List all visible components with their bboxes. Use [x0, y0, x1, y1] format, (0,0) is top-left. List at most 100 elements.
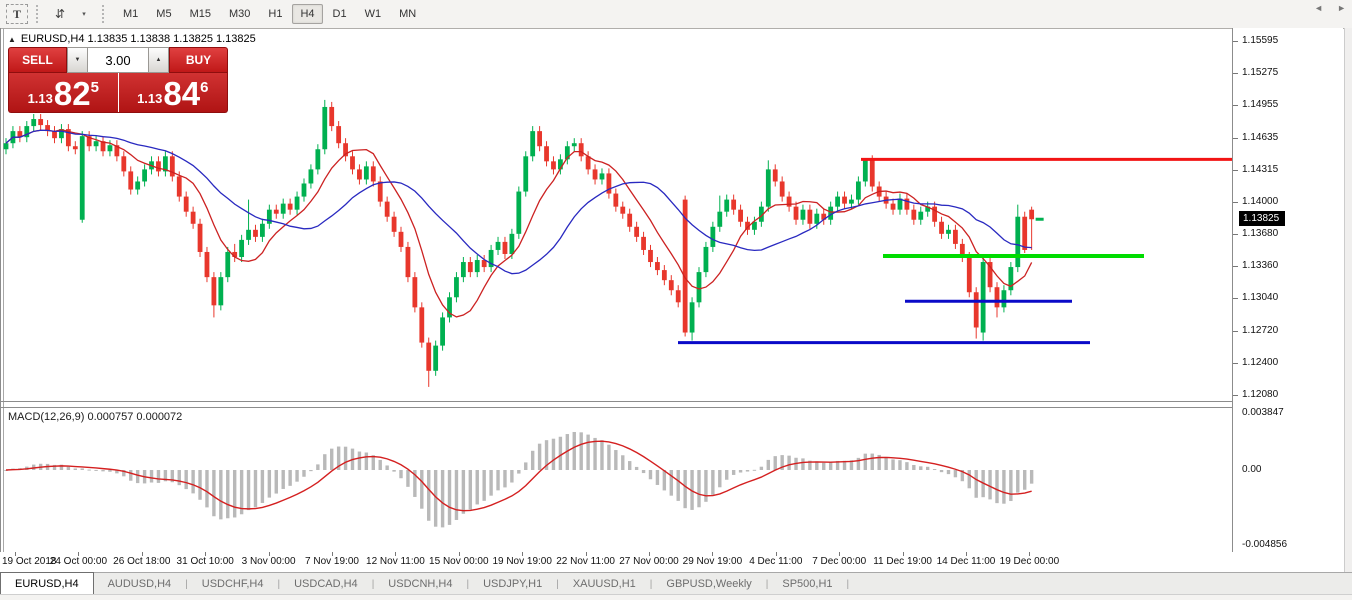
volume-decrease-button[interactable]: ▼	[67, 47, 88, 73]
ask-pip-digit: 6	[200, 79, 209, 96]
chart-tab-audusd-h4[interactable]: AUDUSD,H4	[107, 578, 172, 590]
chart-ohlc-title: ▲ EURUSD,H4 1.13835 1.13838 1.13825 1.13…	[8, 33, 256, 45]
price-tick-label: 1.15275	[1242, 67, 1279, 79]
time-tick-label: 19 Oct 2018	[2, 556, 57, 567]
cursor-arrows-icon[interactable]: ⇵	[54, 7, 66, 21]
toolbar-grip	[36, 5, 42, 23]
time-tick-mark	[395, 552, 397, 556]
tab-separator: |	[765, 578, 769, 590]
price-tick-mark	[1233, 73, 1238, 75]
time-tick-label: 3 Nov 00:00	[241, 556, 296, 567]
timeframe-button-m1[interactable]: M1	[123, 8, 139, 20]
time-tick-mark	[458, 552, 460, 556]
price-tick-label: 1.13680	[1242, 227, 1279, 239]
timeframe-button-mn[interactable]: MN	[399, 8, 417, 20]
chart-tab-xauusd-h1[interactable]: XAUUSD,H1	[572, 578, 636, 590]
macd-axis-label: 0.00	[1242, 464, 1262, 475]
time-tick-label: 7 Nov 19:00	[305, 556, 359, 567]
tab-nav: ◄ ►	[1314, 3, 1346, 13]
time-axis[interactable]: 19 Oct 2018 24 Oct 00:00 26 Oct 18:00 31 Oc…	[0, 552, 1233, 572]
macd-indicator-canvas[interactable]	[0, 408, 1352, 552]
time-tick-label: 24 Oct 00:00	[49, 556, 108, 567]
chart-tab-eurusd-h4[interactable]: EURUSD,H4	[0, 572, 94, 595]
timeframe-button-h4[interactable]: H4	[292, 4, 323, 24]
timeframe-button-m30[interactable]: M30	[228, 8, 251, 20]
volume-increase-button[interactable]: ▲	[148, 47, 169, 73]
price-tick-mark	[1233, 330, 1238, 332]
time-tick-mark	[839, 552, 841, 556]
status-strip	[0, 594, 1352, 600]
buy-button[interactable]: BUY	[169, 47, 228, 73]
price-tick-label: 1.13040	[1242, 292, 1279, 304]
chart-collapse-icon[interactable]: ▲	[8, 34, 16, 44]
timeframe-group: M1 M5 M15 M30 H1 H4 D1 W1 MN	[114, 4, 425, 24]
price-tick-label: 1.14315	[1242, 163, 1279, 175]
time-tick-label: 14 Dec 11:00	[936, 556, 996, 567]
bid-prefix: 1.13	[27, 91, 53, 106]
sell-button[interactable]: SELL	[8, 47, 67, 73]
price-tick-label: 1.14635	[1242, 131, 1279, 143]
ask-big-digits: 84	[163, 75, 201, 112]
time-tick-mark	[15, 552, 16, 556]
timeframe-button-m15[interactable]: M15	[189, 8, 211, 20]
chart-toolbar: T ⇵ ▾ M1 M5 M15 M30 H1 H4 D1 W1 MN	[0, 0, 1352, 29]
tab-separator: |	[185, 578, 188, 590]
main-chart-canvas[interactable]	[0, 28, 1352, 401]
chart-tab-usdcad-h4[interactable]: USDCAD,H4	[294, 578, 358, 590]
price-tick-label: 1.14000	[1242, 195, 1279, 207]
time-tick-label: 22 Nov 11:00	[556, 556, 615, 567]
toolbar-grip-2	[102, 5, 108, 23]
timeframe-button-h1[interactable]: H1	[268, 8, 283, 20]
price-tick-mark	[1233, 201, 1238, 203]
price-tick-mark	[1233, 169, 1238, 171]
one-click-trading-panel: SELL ▼ 3.00 ▲ BUY 1.13 82 5 1.13 84 6	[8, 47, 228, 113]
time-tick-mark	[649, 552, 650, 556]
tab-separator: |	[649, 578, 653, 590]
tab-separator: |	[846, 578, 850, 590]
price-axis[interactable]: 1.15595 1.15275 1.14955 1.14635 1.14315 1.140…	[1233, 28, 1343, 552]
timeframe-button-w1[interactable]: W1	[364, 8, 382, 20]
time-tick-label: 31 Oct 10:00	[176, 556, 234, 567]
ask-price-display[interactable]: 1.13 84 6	[119, 73, 228, 112]
text-label-tool-icon[interactable]: T	[6, 4, 28, 24]
macd-axis-label: 0.003847	[1242, 407, 1284, 418]
time-tick-mark	[712, 552, 714, 556]
price-tick-mark	[1233, 298, 1238, 300]
price-tick-label: 1.12400	[1242, 356, 1279, 368]
bid-price-display[interactable]: 1.13 82 5	[9, 73, 119, 112]
time-tick-mark	[902, 552, 904, 556]
timeframe-button-m5[interactable]: M5	[156, 8, 172, 20]
time-tick-mark	[775, 552, 777, 556]
tabs-next-icon[interactable]: ►	[1337, 3, 1346, 13]
main-pane-bottom-border	[0, 401, 1233, 402]
price-tick-mark	[1233, 362, 1238, 364]
tabs-prev-icon[interactable]: ◄	[1314, 3, 1324, 13]
chart-tab-usdcnh-h4[interactable]: USDCNH,H4	[388, 578, 453, 590]
chart-tab-sp500-h1[interactable]: SP500,H1	[782, 578, 833, 590]
time-tick-label: 19 Nov 19:00	[492, 556, 552, 567]
time-tick-label: 27 Nov 00:00	[619, 556, 679, 567]
bid-pip-digit: 5	[90, 79, 99, 96]
current-price-label: 1.13825	[1239, 211, 1286, 227]
chart-tab-usdchf-h4[interactable]: USDCHF,H4	[201, 578, 264, 590]
time-tick-label: 29 Nov 19:00	[682, 556, 743, 567]
price-tick-label: 1.14955	[1242, 99, 1279, 111]
spin-down-icon: ▼	[74, 57, 81, 63]
chart-tab-bar: EURUSD,H4 AUDUSD,H4 | USDCHF,H4 | USDCAD,H4 | U…	[0, 572, 1352, 595]
price-tick-label: 1.12720	[1242, 324, 1279, 336]
chart-tab-usdjpy-h1[interactable]: USDJPY,H1	[483, 578, 543, 590]
bid-big-digits: 82	[53, 75, 91, 112]
time-tick-mark	[332, 552, 333, 556]
timeframe-button-d1[interactable]: D1	[332, 8, 347, 20]
macd-pane-top-border[interactable]	[0, 407, 1233, 408]
time-tick-label: 19 Dec 00:00	[999, 556, 1060, 567]
toolbar-dropdown-caret-icon[interactable]: ▾	[82, 11, 86, 18]
time-tick-mark	[268, 552, 270, 556]
tab-separator: |	[371, 578, 375, 590]
time-tick-label: 7 Dec 00:00	[812, 556, 867, 567]
volume-input[interactable]: 3.00	[88, 47, 148, 73]
time-tick-mark	[78, 552, 80, 556]
chart-tab-gbpusd-weekly[interactable]: GBPUSD,Weekly	[666, 578, 752, 590]
time-tick-label: 11 Dec 19:00	[873, 556, 932, 567]
